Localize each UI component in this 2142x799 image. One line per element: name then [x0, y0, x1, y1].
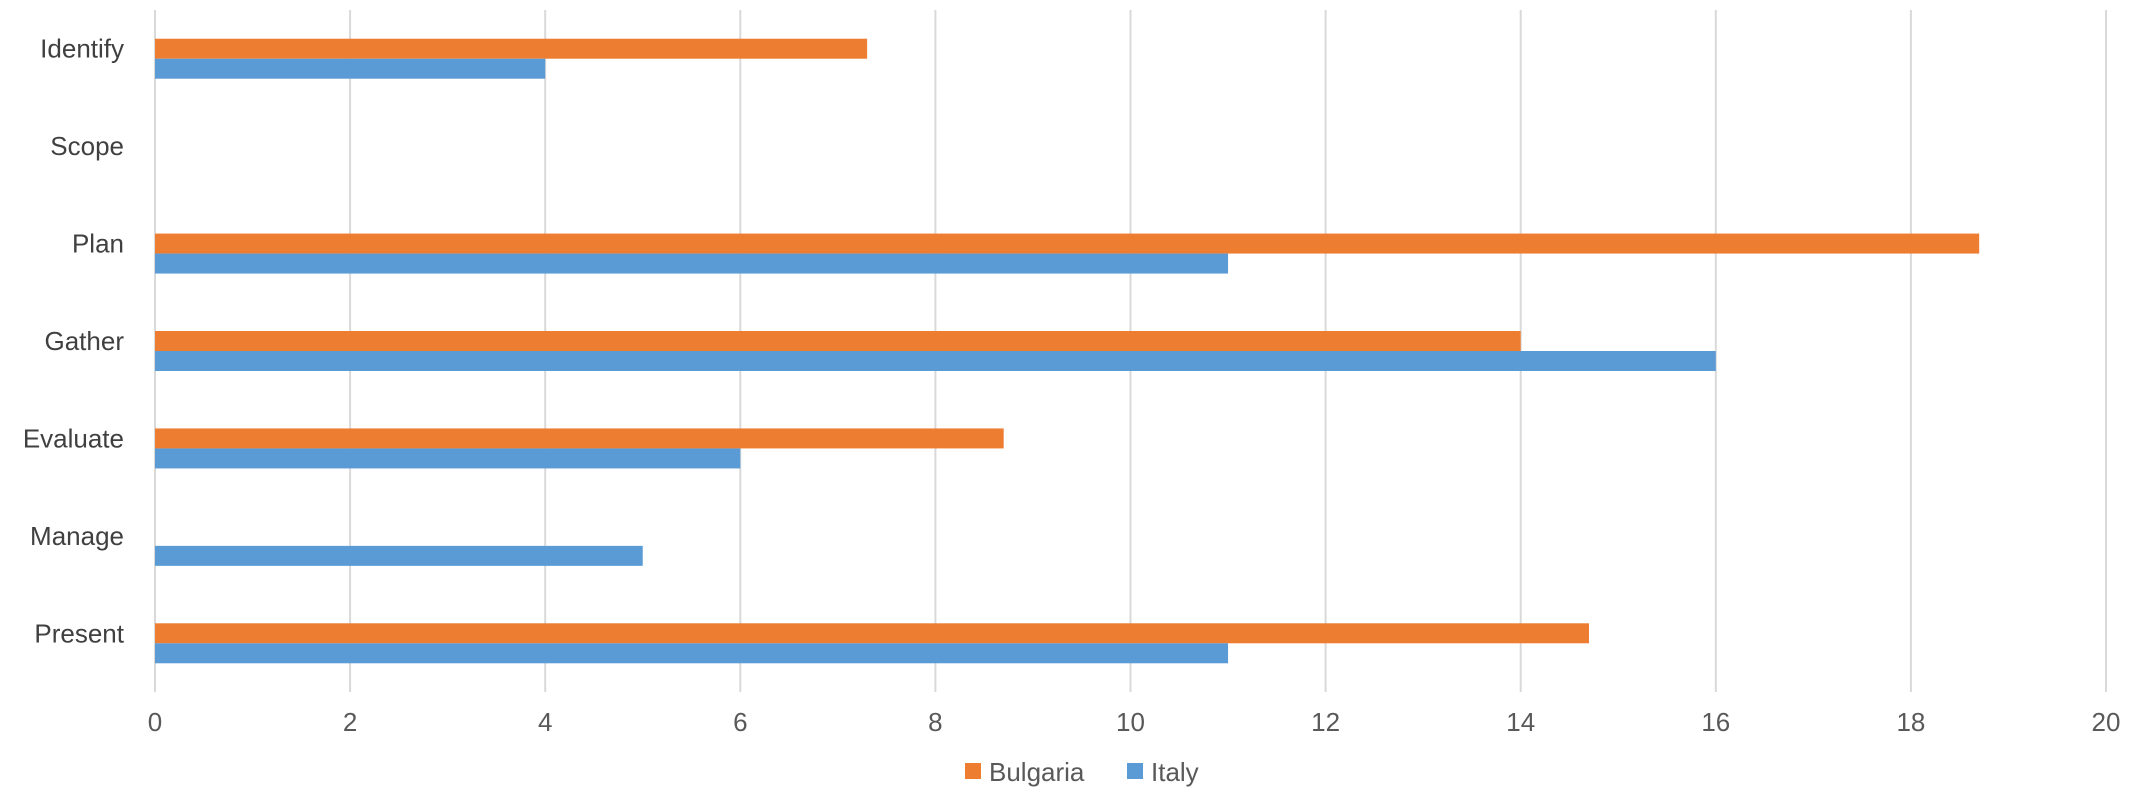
category-labels: Identify Scope Plan Gather Evaluate Manage Pre…: [23, 34, 125, 649]
x-tick-label: 18: [1896, 707, 1925, 737]
x-tick-label: 8: [928, 707, 942, 737]
legend-label-italy: Italy: [1151, 757, 1199, 787]
bar-bulgaria: [155, 38, 868, 59]
x-axis-tick-labels: 0 2 4 6 8 10 12 14 16 18 20: [148, 707, 2121, 737]
bar-bulgaria: [155, 331, 1521, 351]
category-label: Manage: [30, 521, 124, 551]
x-tick-label: 14: [1506, 707, 1535, 737]
x-tick-label: 0: [148, 707, 162, 737]
x-tick-label: 16: [1701, 707, 1730, 737]
category-label: Scope: [50, 131, 124, 161]
x-tick-label: 2: [343, 707, 357, 737]
bar-italy: [155, 643, 1229, 664]
category-label: Present: [34, 618, 124, 648]
bar-italy: [155, 351, 1716, 371]
x-tick-label: 12: [1311, 707, 1340, 737]
category-label: Gather: [45, 326, 125, 356]
x-tick-label: 4: [538, 707, 552, 737]
bar-bulgaria: [155, 233, 1980, 254]
legend-swatch-bulgaria: [965, 763, 981, 779]
bar-italy: [155, 253, 1229, 274]
bars: [155, 38, 1980, 664]
x-tick-label: 10: [1116, 707, 1145, 737]
legend: Bulgaria Italy: [965, 757, 1199, 787]
category-label: Plan: [72, 229, 124, 259]
bar-italy: [155, 448, 741, 469]
legend-label-bulgaria: Bulgaria: [989, 757, 1085, 787]
category-label: Identify: [40, 34, 124, 64]
legend-swatch-italy: [1127, 763, 1143, 779]
x-tick-label: 20: [2092, 707, 2121, 737]
x-tick-label: 6: [733, 707, 747, 737]
bar-italy: [155, 58, 546, 79]
bar-italy: [155, 545, 643, 566]
category-label: Evaluate: [23, 423, 124, 453]
bar-bulgaria: [155, 428, 1004, 449]
bar-bulgaria: [155, 623, 1589, 644]
